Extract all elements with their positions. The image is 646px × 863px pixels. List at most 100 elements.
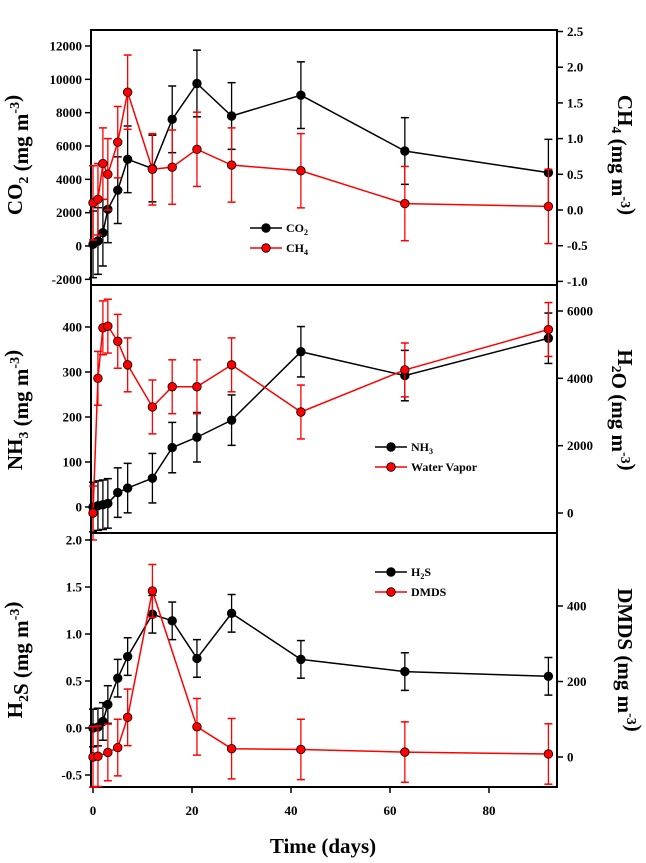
right-axis-title-bottom-sup: -3 (623, 713, 638, 725)
legend-label-sub: 3 (429, 447, 433, 456)
right-axis-title-top-sup: -3 (617, 196, 632, 208)
panel-frame-middle (90, 284, 558, 534)
right-axis-title-top: CH4 (mg m-3) (607, 95, 640, 215)
legend-label-main: DMDS (411, 585, 447, 599)
data-point (192, 78, 202, 89)
data-point (103, 699, 113, 710)
x-tick-label: 60 (384, 803, 397, 818)
legend-label: H2S (411, 565, 431, 581)
legend-label-sub: 4 (304, 248, 308, 257)
data-point (122, 483, 133, 493)
left-tick-label: 12000 (50, 39, 83, 54)
right-tick-label: 0 (567, 506, 574, 521)
data-point (122, 651, 133, 662)
right-axis-title-middle-end: ) (616, 464, 640, 471)
legend-marker (386, 567, 396, 577)
left-axis-title-bottom-end: ) (0, 602, 24, 609)
series-nh3 (88, 312, 554, 533)
left-tick-label: 2.0 (66, 533, 82, 548)
data-point (192, 722, 202, 732)
data-point (103, 747, 113, 758)
data-point (167, 616, 177, 626)
left-tick-label: 0 (76, 500, 83, 515)
data-point (122, 87, 133, 97)
data-point (93, 236, 103, 246)
data-point (113, 185, 123, 195)
data-point (122, 154, 133, 165)
data-point (113, 137, 123, 147)
data-point (400, 666, 410, 677)
series-line (92, 325, 549, 514)
left-tick-label: 0.0 (66, 721, 82, 736)
legend-marker (386, 587, 396, 597)
left-tick-label: 300 (63, 365, 83, 380)
x-tick-label: 80 (483, 803, 496, 818)
right-axis-title-middle-main: H (613, 349, 637, 365)
data-point (147, 164, 158, 175)
left-tick-label: -2000 (52, 272, 82, 287)
left-axis-title-top: CO2 (mg m-3) (0, 95, 33, 215)
left-axis-title-top-sup: -3 (8, 102, 23, 114)
data-point (113, 336, 123, 347)
left-axis-title-bottom-main: H (3, 702, 27, 718)
left-tick-label: 400 (63, 320, 83, 335)
right-tick-label: 200 (567, 674, 587, 689)
right-tick-label: 4000 (567, 371, 593, 386)
right-axis-title-top-end: ) (616, 208, 640, 215)
data-point (113, 673, 123, 683)
series-ch4 (88, 54, 554, 245)
data-point (400, 198, 410, 209)
legend-label: NH3 (411, 440, 433, 456)
data-point (400, 365, 410, 375)
left-axis-title-middle-main: NH (3, 439, 27, 471)
left-axis-title-top-end: ) (0, 95, 24, 102)
data-point (543, 201, 554, 212)
data-point (147, 586, 158, 596)
data-point (296, 347, 306, 357)
right-axis-title-top-sub: 4 (608, 126, 623, 133)
right-axis-title-middle-sub: 2 (608, 366, 623, 373)
data-point (103, 498, 113, 509)
right-axis-title-bottom-end: ) (622, 725, 646, 732)
x-axis-title: Time (days) (270, 834, 376, 858)
legend-marker (386, 462, 396, 472)
series-line (92, 612, 549, 729)
left-tick-label: 1.0 (66, 627, 82, 642)
data-point (296, 744, 306, 755)
data-point (400, 747, 410, 757)
data-point (122, 712, 133, 723)
data-point (226, 743, 237, 754)
left-axis-title-bottom-rest: S (mg m (9, 620, 33, 695)
right-tick-label: 0.5 (567, 167, 584, 182)
data-point (296, 90, 306, 100)
right-tick-label: 400 (567, 599, 587, 614)
left-tick-label: 100 (63, 455, 83, 470)
legend-label-main: Water Vapor (411, 460, 478, 474)
right-tick-label: 6000 (567, 304, 593, 319)
legend-label: CH4 (286, 241, 308, 257)
left-tick-label: 0 (76, 239, 83, 254)
right-tick-label: 1.5 (567, 95, 584, 110)
right-axis-title-bottom: DMDS (mg m-3) (613, 588, 646, 732)
left-tick-label: 4000 (56, 172, 82, 187)
data-point (93, 751, 103, 761)
data-point (98, 158, 108, 169)
left-axis-title-bottom-sub: 2 (17, 695, 32, 702)
left-axis-title-top-main: CO (3, 184, 27, 216)
legend-label: Water Vapor (411, 460, 478, 474)
data-point (103, 321, 113, 331)
data-point (93, 373, 103, 384)
right-axis-title-middle-sup: -3 (617, 452, 632, 464)
left-tick-label: 6000 (56, 139, 82, 154)
legend-label-main: CH (286, 241, 305, 255)
data-point (400, 146, 410, 156)
series-h2s (88, 593, 554, 748)
right-tick-label: 0.0 (567, 203, 583, 218)
data-point (147, 402, 158, 412)
panel-frame-top (90, 29, 558, 286)
legend-marker (261, 243, 271, 253)
x-tick-label: 0 (90, 803, 97, 818)
series-line (92, 337, 549, 508)
legend-label-after: S (424, 565, 431, 579)
